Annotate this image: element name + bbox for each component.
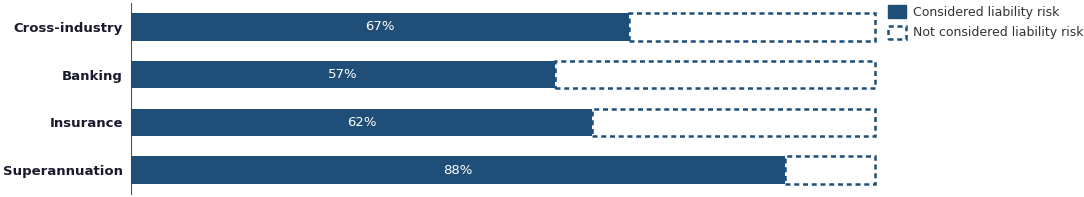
Text: 88%: 88% bbox=[443, 164, 473, 177]
Legend: Considered liability risk, Not considered liability risk: Considered liability risk, Not considere… bbox=[888, 5, 1084, 39]
Bar bbox=[629, 13, 875, 41]
Bar bbox=[131, 156, 786, 184]
Text: 57%: 57% bbox=[328, 68, 358, 81]
Bar bbox=[131, 109, 592, 136]
Bar bbox=[786, 156, 875, 184]
Text: 62%: 62% bbox=[347, 116, 376, 129]
Bar bbox=[131, 13, 629, 41]
Bar bbox=[555, 61, 875, 88]
Bar bbox=[131, 61, 555, 88]
Text: 67%: 67% bbox=[365, 20, 395, 33]
Bar bbox=[592, 109, 875, 136]
